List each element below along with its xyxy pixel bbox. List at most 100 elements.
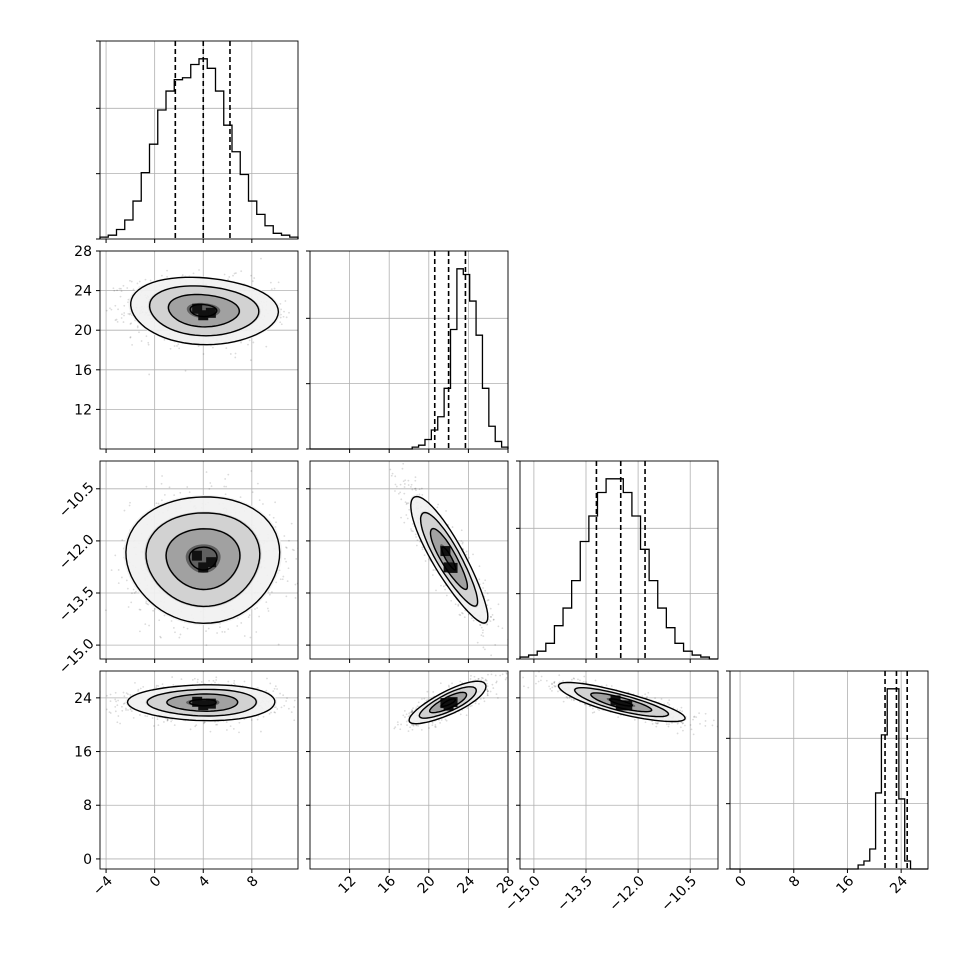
sample-point [178,347,181,350]
sample-point [90,551,92,553]
contour-line-0 [126,684,276,722]
sample-point [216,632,218,634]
contour-line-2 [167,293,241,328]
sample-point [266,677,268,680]
sample-point [212,679,215,682]
contour-line-1 [146,688,257,717]
sample-point [247,343,249,346]
sample-point [232,274,234,277]
sample-point [120,317,123,319]
sample-point [131,343,133,346]
sample-point [114,698,117,701]
sample-point [432,569,435,571]
sample-point [118,287,121,290]
scatter-panel-0-1 [61,250,306,450]
contour-line-3 [189,303,218,318]
sample-point [270,288,273,291]
sample-point [225,729,228,731]
sample-point [122,321,125,323]
sample-point [61,296,63,298]
sample-point [125,707,127,710]
sample-point [420,487,423,490]
sample-point [400,516,402,519]
sample-point [196,681,199,684]
sample-point [275,581,278,584]
sample-point [129,501,131,504]
sample-point [223,273,226,276]
sample-point [281,578,284,581]
sample-point [219,626,221,629]
sample-point [414,487,416,490]
sample-point [229,353,232,355]
sample-point [483,648,486,651]
sample-point [286,580,289,583]
sample-point [451,526,454,528]
sample-point [195,724,198,727]
sample-point [214,681,216,684]
sample-point [461,542,464,545]
sample-point [283,535,286,537]
sample-point [121,539,124,541]
sample-point [238,731,240,734]
sample-point [285,595,288,598]
sample-point [251,491,254,494]
sample-point [166,719,169,722]
sample-point [94,565,96,567]
sample-point [394,475,397,478]
sample-point [149,279,152,282]
sample-point [304,317,306,319]
density-core-block [191,550,202,561]
sample-point [162,721,165,723]
sample-point [171,676,174,678]
sample-point [482,646,485,649]
sample-point [166,719,169,721]
sample-point [487,599,490,601]
sample-point [239,496,242,498]
sample-point [224,493,227,496]
sample-point [174,631,176,634]
sample-point [128,313,131,316]
sample-point [454,603,457,606]
sample-point [247,616,250,619]
sample-point [177,343,180,346]
panel-frame [99,670,299,870]
sample-point [120,287,122,290]
sample-point [486,592,489,595]
sample-point [138,331,140,334]
sample-point [115,318,118,321]
sample-point [285,547,288,549]
sample-point [209,482,212,484]
sample-point [191,679,194,681]
sample-point [152,609,155,612]
sample-point [119,295,122,298]
sample-point [138,608,141,611]
sample-point [225,347,228,350]
sample-point [161,683,164,686]
sample-point [492,618,495,621]
sample-point [121,709,124,712]
sample-point [272,690,275,693]
sample-point [122,702,125,705]
sample-point [290,522,293,525]
sample-point [137,688,140,691]
sample-point [405,514,408,516]
sample-point [460,529,463,532]
sample-point [123,314,125,317]
sample-point [486,604,489,607]
sample-point [277,281,280,284]
sample-point [501,627,504,630]
sample-point [205,630,207,632]
sample-point [234,352,237,355]
sample-point [160,499,163,502]
sample-point [405,503,408,506]
sample-point [166,275,169,278]
sample-point [299,326,301,328]
sample-point [129,336,132,339]
sample-point [258,615,260,618]
panel-frame [309,250,509,450]
sample-point [284,300,287,302]
sample-point [171,718,174,721]
histogram-panel-3 [729,670,929,870]
sample-point [444,588,446,591]
sample-point [127,301,129,304]
